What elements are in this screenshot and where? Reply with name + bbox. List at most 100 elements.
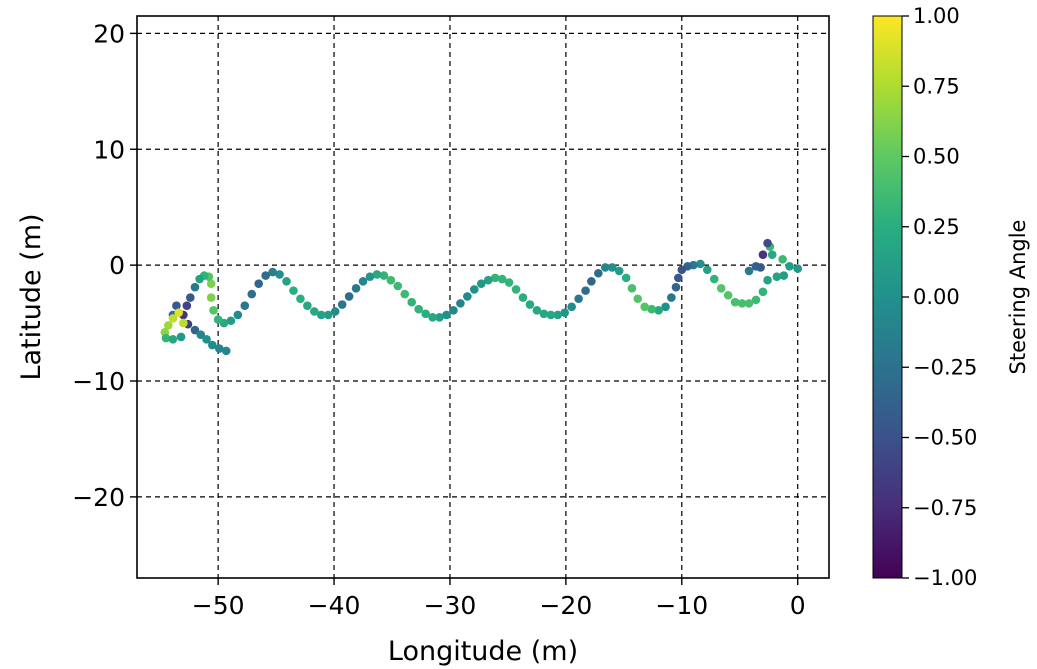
data-point (372, 270, 382, 279)
data-point (163, 321, 173, 330)
colorbar-tick-label: 0.50 (913, 145, 960, 169)
data-point (594, 268, 603, 278)
data-point (190, 282, 200, 292)
colorbar-tick-label: 0.75 (913, 74, 960, 98)
data-point (182, 301, 192, 310)
data-point (772, 272, 782, 282)
data-point (677, 265, 687, 275)
data-point (323, 310, 333, 320)
data-point (763, 238, 772, 248)
data-point (186, 293, 195, 302)
data-point (275, 270, 284, 279)
data-point (490, 273, 500, 283)
data-point (511, 285, 521, 294)
data-point (654, 306, 663, 315)
colorbar-tick-label: 0.25 (913, 215, 960, 239)
data-point (560, 308, 570, 317)
colorbar-tick-label: −0.75 (913, 496, 977, 520)
data-point (553, 310, 563, 320)
data-point (476, 279, 486, 288)
data-point (261, 271, 270, 280)
data-point (208, 340, 217, 350)
data-point (661, 302, 670, 312)
data-point (206, 279, 216, 288)
data-point (240, 301, 250, 310)
data-point (702, 265, 712, 275)
x-axis-ticks: −50 −40 −30 −20 −10 0 (192, 578, 806, 620)
data-point (247, 289, 257, 299)
x-tick-label: −30 (424, 591, 477, 620)
data-point (202, 334, 211, 344)
colorbar-tick-label: 0.00 (913, 285, 960, 309)
data-point (337, 300, 347, 309)
data-point (442, 310, 451, 320)
x-tick-label: −20 (539, 591, 592, 620)
data-point (600, 263, 610, 272)
data-point (709, 274, 719, 284)
data-point (456, 299, 465, 308)
data-point (640, 302, 649, 312)
data-point (470, 285, 479, 294)
data-point (195, 274, 204, 284)
data-point (633, 294, 643, 304)
data-point (785, 261, 794, 271)
data-point (730, 297, 740, 307)
data-point (767, 250, 777, 260)
data-point (365, 272, 375, 282)
data-point (696, 259, 705, 269)
y-tick-label: 0 (109, 251, 125, 280)
data-point (414, 304, 423, 314)
data-point (574, 294, 583, 304)
data-point (174, 308, 184, 317)
x-tick-label: −50 (192, 591, 245, 620)
data-point (607, 263, 617, 272)
colorbar-ticks: 1.00 0.75 0.50 0.25 0.00 −0.25 −0.50 −0.75 −1.00 (902, 4, 977, 590)
data-point (179, 318, 188, 328)
colorbar-tick-label: −0.50 (913, 426, 977, 450)
data-point (176, 332, 186, 342)
data-point (282, 277, 291, 286)
data-point (778, 255, 787, 264)
data-point (303, 301, 312, 310)
data-point (751, 295, 761, 305)
data-point (567, 302, 576, 312)
data-point (254, 279, 264, 288)
data-point (463, 292, 472, 301)
data-point (330, 307, 340, 316)
data-point (172, 301, 181, 310)
data-point (751, 261, 761, 271)
data-point (483, 275, 493, 285)
y-axis-ticks: 20 10 0 −10 −20 (72, 19, 137, 512)
y-axis-label: Latitude (m) (16, 213, 47, 380)
data-point (289, 286, 298, 295)
data-point (233, 310, 243, 320)
data-point (504, 278, 514, 287)
data-point (497, 274, 507, 284)
data-point (393, 281, 403, 291)
colorbar-tick-label: −0.25 (913, 355, 977, 379)
data-point (213, 315, 223, 324)
data-point (344, 292, 354, 301)
data-point (209, 306, 218, 315)
data-point (206, 293, 216, 302)
grid-lines (137, 16, 829, 578)
data-point (723, 290, 733, 300)
data-point (614, 266, 624, 276)
data-point (379, 271, 389, 280)
data-point (758, 287, 768, 297)
y-tick-label: 10 (93, 135, 125, 164)
data-point (214, 344, 224, 353)
data-point (793, 264, 803, 273)
data-point (737, 299, 747, 308)
data-point (428, 312, 437, 322)
colorbar-tick-label: 1.00 (913, 4, 960, 28)
data-point (667, 293, 676, 302)
data-point (546, 310, 556, 320)
data-point (525, 300, 535, 309)
x-tick-label: 0 (790, 591, 806, 620)
colorbar-label: Steering Angle (1006, 220, 1030, 375)
data-point (221, 346, 231, 356)
data-point (168, 314, 178, 323)
data-point (161, 333, 171, 343)
